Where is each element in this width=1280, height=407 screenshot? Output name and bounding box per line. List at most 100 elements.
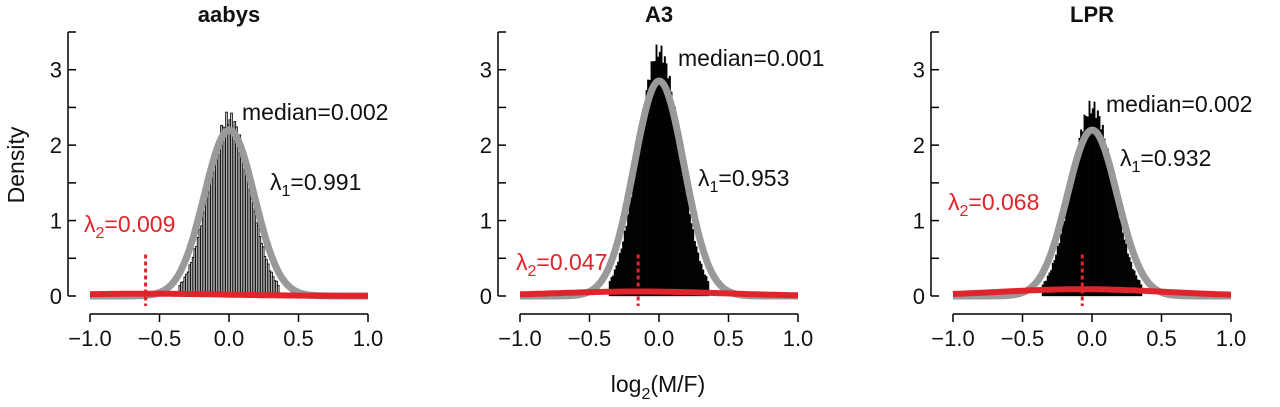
- y-tick-label: 2: [480, 133, 492, 158]
- histogram-bar: [1108, 165, 1111, 297]
- histogram-bar: [622, 241, 625, 297]
- histogram-bar: [628, 203, 631, 297]
- y-tick-label: 3: [480, 58, 492, 83]
- histogram-bar: [1116, 206, 1119, 297]
- histogram-bar: [683, 180, 686, 297]
- histogram-bar: [1103, 138, 1106, 297]
- lambda2-label: λ2=0.047: [516, 249, 607, 280]
- x-tick-label: −0.5: [138, 326, 181, 351]
- y-tick-label: 1: [50, 209, 62, 234]
- histogram-bar: [1071, 175, 1074, 297]
- x-tick-label: −0.5: [568, 326, 611, 351]
- panel-lpr: LPR 0 1 2 3 −1.0 −0.5 0.0 0.5 1.0 median=0.002 λ1=0…: [913, 2, 1253, 351]
- histogram-bar: [623, 230, 626, 297]
- x-tick-label: −1.0: [68, 326, 111, 351]
- panel-title: A3: [645, 2, 673, 27]
- y-tick-label: 3: [913, 58, 925, 83]
- fit-curve-minor: [90, 290, 368, 299]
- x-tick-label: 0.5: [713, 326, 744, 351]
- histogram-bar: [1066, 200, 1069, 297]
- x-tick-label: 0.0: [644, 326, 675, 351]
- lambda2-label: λ2=0.068: [948, 189, 1039, 220]
- histogram-bar: [1061, 224, 1064, 297]
- histogram-bar: [630, 196, 633, 297]
- median-label: median=0.002: [242, 99, 388, 125]
- histogram-bar: [640, 125, 643, 297]
- x-tick-label: 0.5: [283, 326, 314, 351]
- histogram-bar: [1113, 192, 1116, 297]
- x-tick-label: −0.5: [1001, 326, 1044, 351]
- histogram-bar: [677, 134, 680, 297]
- panel-title: LPR: [1070, 2, 1114, 27]
- histogram-bar: [1063, 221, 1066, 297]
- histogram-bar: [1065, 207, 1068, 297]
- histogram-bar: [692, 229, 695, 297]
- x-axis-label: log2(M/F): [611, 371, 706, 403]
- median-label: median=0.001: [678, 45, 824, 71]
- histogram-bar: [688, 214, 691, 297]
- x-tick-label: −1.0: [498, 326, 541, 351]
- y-axis-label: Density: [3, 126, 29, 203]
- x-axis-label-sub: 2: [641, 386, 650, 403]
- fit-curve-minor: [952, 286, 1231, 298]
- x-tick-label: 1.0: [353, 326, 384, 351]
- histogram-bar: [643, 106, 646, 297]
- histogram-bar: [1068, 194, 1071, 297]
- lambda1-label: λ1=0.953: [698, 165, 789, 196]
- histogram-bar: [1105, 147, 1108, 297]
- histogram-bar: [1046, 275, 1049, 297]
- histogram-bar: [1110, 170, 1113, 297]
- histogram-bar: [1118, 217, 1121, 297]
- histogram-bar: [690, 223, 693, 297]
- x-tick-label: 0.0: [1077, 326, 1108, 351]
- histogram-bar: [667, 78, 670, 297]
- lambda1-label: λ1=0.932: [1120, 145, 1211, 176]
- histogram-bar: [658, 51, 661, 297]
- lambda2-label: λ2=0.009: [84, 211, 175, 242]
- histogram-bar: [1070, 179, 1073, 297]
- x-tick-label: 0.0: [214, 326, 245, 351]
- y-tick-label: 0: [50, 284, 62, 309]
- histogram-bar: [687, 200, 690, 297]
- y-tick-label: 0: [480, 284, 492, 309]
- x-tick-label: −1.0: [931, 326, 974, 351]
- histogram-bar: [648, 79, 651, 297]
- histogram-bar: [1076, 152, 1079, 297]
- histogram-bar: [1091, 108, 1094, 297]
- histogram-bar: [1073, 166, 1076, 297]
- x-axis-label-tail: (M/F): [650, 371, 705, 397]
- histogram-bar: [1095, 117, 1098, 297]
- y-tick-label: 2: [913, 133, 925, 158]
- median-label: median=0.002: [1106, 91, 1252, 117]
- y-tick-label: 0: [913, 284, 925, 309]
- histogram-bar: [1090, 113, 1093, 297]
- panel-title: aabys: [198, 2, 260, 27]
- lambda1-label: λ1=0.991: [270, 169, 361, 200]
- histogram-bar: [672, 103, 675, 297]
- histogram-bar: [653, 60, 656, 297]
- histogram-bar: [682, 167, 685, 297]
- y-tick-label: 2: [50, 133, 62, 158]
- histogram-bar: [633, 171, 636, 297]
- histogram-bar: [695, 246, 698, 297]
- y-tick-label: 1: [913, 209, 925, 234]
- histogram-bar: [1120, 221, 1123, 297]
- panel-a3: A3 0 1 2 3 −1.0 −0.5 0.0 0.5 1.0 median=0.001 λ1=0.…: [480, 2, 825, 351]
- x-tick-label: 1.0: [783, 326, 814, 351]
- histogram-bar: [1121, 232, 1124, 297]
- histogram-bar: [1086, 116, 1089, 297]
- histogram-bar: [678, 143, 681, 297]
- x-axis-label-main: log: [611, 371, 642, 397]
- histogram-bar: [693, 241, 696, 297]
- histogram-bar: [685, 194, 688, 297]
- x-tick-label: 0.5: [1146, 326, 1177, 351]
- y-tick-label: 1: [480, 209, 492, 234]
- histogram-bar: [707, 281, 710, 297]
- panel-aabys: aabys 0 1 2 3 −1.0 −0.5 0.0 0.5 1.0 median=0.002 λ1…: [50, 2, 389, 351]
- x-tick-label: 1.0: [1216, 326, 1247, 351]
- histogram-bar: [625, 225, 628, 297]
- histogram-bar: [1111, 177, 1114, 297]
- histogram-bar: [1100, 129, 1103, 297]
- histogram-bar: [662, 62, 665, 297]
